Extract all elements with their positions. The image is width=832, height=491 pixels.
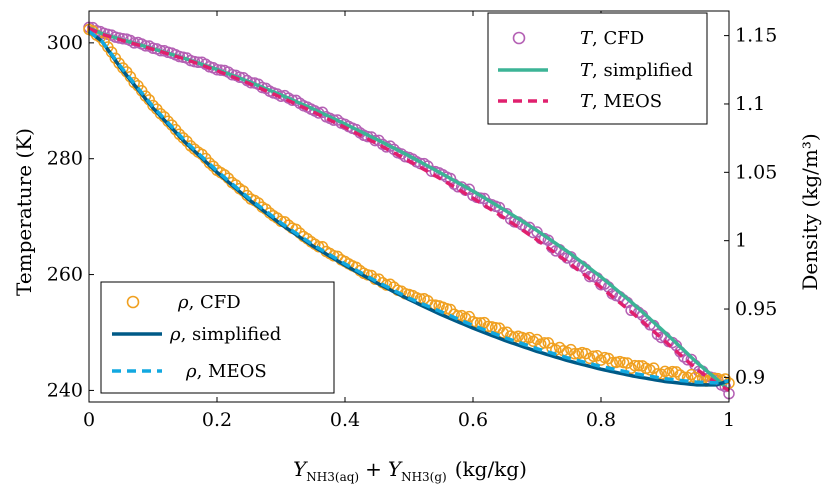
x-tick-label: 0	[83, 409, 95, 431]
series-rho-cfd-point	[568, 348, 581, 360]
series-rho-meos-line	[87, 30, 730, 385]
series-rho-cfd-point	[719, 373, 731, 385]
series-rho-cfd-point	[647, 362, 660, 374]
legend-rho-meos-label: ρ, MEOS	[185, 361, 267, 382]
legend-temperature: T, CFD T, simplified T, MEOS	[487, 12, 708, 125]
x-tick-label: 0.2	[202, 409, 232, 431]
legend-t-meos-label: T, MEOS	[580, 91, 662, 112]
series-t-cfd-point	[463, 183, 475, 196]
legend-rho-cfd-marker	[126, 295, 140, 309]
y-right-tick-label: 1.1	[735, 93, 765, 115]
series-rho-cfd-point	[617, 356, 630, 369]
x-tick-label: 0.4	[330, 409, 360, 431]
plot-frame	[88, 10, 730, 403]
x-axis-title-plus: +	[365, 457, 382, 481]
svg-text:YNH3(aq)+YNH3(g)(kg/kg): YNH3(aq) + YNH3(g) (kg/kg)	[293, 457, 527, 484]
series-layer	[83, 21, 735, 400]
axis-ticks: 0 0.2 0.4 0.6 0.8 1 240 260 280 300 0.9 0.95 1 1.05 1.…	[47, 11, 777, 431]
y-right-tick-label: 0.95	[735, 298, 777, 320]
y-axis-right-title: Density (kg/m³)	[798, 133, 822, 290]
legend-t-cfd-label: T, CFD	[580, 28, 644, 49]
y-left-tick-label: 260	[47, 264, 83, 286]
y-left-tick-label: 300	[47, 32, 83, 54]
series-rho-cfd-point	[523, 331, 536, 344]
series-t-cfd-point	[625, 304, 637, 316]
legend-rho-cfd-label: ρ, CFD	[177, 292, 241, 313]
series-rho-cfd-point	[177, 132, 189, 144]
legend-t-simplified-label: T, simplified	[580, 60, 693, 81]
x-axis-title-y2: Y	[388, 457, 403, 481]
y-right-tick-label: 0.9	[735, 366, 765, 388]
series-rho-cfd-point	[128, 76, 140, 89]
x-tick-label: 0.8	[586, 409, 616, 431]
y-left-tick-label: 240	[47, 379, 83, 401]
y-axis-left-title: Temperature (K)	[12, 128, 36, 296]
legend-density: ρ, CFD ρ, simplified ρ, MEOS	[100, 281, 335, 394]
series-rho-cfd-point	[154, 107, 167, 120]
y-right-tick-label: 1.15	[735, 25, 777, 47]
x-axis-title-sub2: NH3(g)	[401, 470, 447, 484]
series-rho-cfd-point	[670, 366, 683, 378]
series-rho-cfd-point	[629, 359, 641, 372]
series-rho-cfd-point	[632, 359, 645, 372]
x-axis-title-sub1: NH3(aq)	[306, 470, 359, 484]
x-tick-label: 0.6	[458, 409, 488, 431]
series-rho-cfd-point	[482, 320, 494, 333]
series-t-cfd-point	[493, 201, 506, 214]
plot-border	[88, 10, 730, 403]
y-right-tick-label: 1.05	[735, 161, 777, 183]
series-t-cfd-point	[651, 328, 664, 341]
x-tick-label: 1	[723, 409, 735, 431]
y-left-tick-label: 280	[47, 148, 83, 170]
series-rho-cfd-point	[184, 140, 197, 152]
series-t-meos-line	[88, 26, 730, 392]
x-axis-title-y1: Y	[293, 457, 308, 481]
y-right-tick-label: 1	[735, 230, 747, 252]
legend-rho-simplified-label: ρ, simplified	[169, 324, 281, 345]
x-axis-title-unit: (kg/kg)	[455, 457, 527, 481]
legend-t-cfd-marker	[512, 31, 526, 45]
x-axis-title: YNH3(aq) + YNH3(g) (kg/kg)	[293, 457, 527, 484]
series-rho-cfd-point	[203, 157, 216, 169]
series-rho-cfd-point	[173, 128, 186, 140]
series-rho-cfd-point	[538, 337, 551, 349]
